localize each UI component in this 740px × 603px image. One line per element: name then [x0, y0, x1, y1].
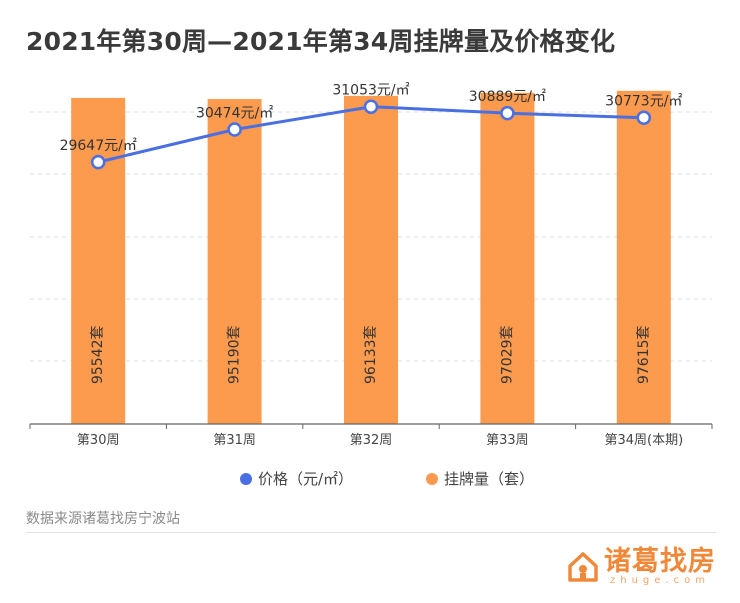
price-label-2: 31053元/㎡ — [332, 83, 409, 99]
bar-3 — [480, 92, 535, 424]
x-tick-label-0: 第30周 — [77, 433, 120, 448]
house-icon — [568, 552, 598, 582]
x-tick-label-4: 第34周(本期) — [604, 433, 683, 448]
legend-listing-marker — [426, 473, 438, 485]
price-point-0 — [90, 154, 106, 170]
bar-label-3: 97029套 — [499, 325, 515, 384]
price-point-3 — [500, 105, 515, 121]
bar-label-2: 96133套 — [363, 325, 379, 384]
bar-0 — [71, 97, 126, 425]
x-tick-label-3: 第33周 — [486, 433, 529, 448]
chart-title: 2021年第30周—2021年第34周挂牌量及价格变化 — [26, 27, 616, 56]
divider — [26, 532, 716, 533]
bar-label-1: 95190套 — [227, 325, 243, 384]
bar-2 — [344, 95, 398, 424]
bar-4 — [616, 90, 671, 424]
legend-price-marker — [240, 473, 252, 485]
legend-listing-label: 挂牌量（套） — [444, 470, 534, 488]
price-point-2 — [363, 99, 379, 114]
bar-label-0: 95542套 — [90, 325, 106, 384]
brand-logo: 诸葛找房 zhuge.com — [566, 548, 716, 586]
bar-label-4: 97615套 — [636, 325, 652, 384]
price-point-4 — [636, 110, 652, 125]
data-source: 数据来源诸葛找房宁波站 — [26, 511, 180, 527]
logo-name: 诸葛找房 — [604, 546, 716, 577]
bar-1 — [207, 99, 262, 424]
price-label-1: 30474元/㎡ — [196, 106, 273, 122]
legend-price-label: 价格（元/㎡） — [258, 470, 353, 488]
logo-domain: zhuge.com — [610, 575, 710, 586]
price-point-1 — [227, 122, 242, 137]
price-label-4: 30773元/㎡ — [605, 94, 682, 110]
x-tick-label-1: 第31周 — [213, 433, 256, 448]
price-label-3: 30889元/㎡ — [469, 89, 546, 105]
price-label-0: 29647元/㎡ — [60, 138, 137, 154]
x-tick-label-2: 第32周 — [350, 433, 393, 448]
chart: 第30周 第31周 第32周 第33周 第34周(本期) 95542套 95190套 9613… — [29, 83, 713, 488]
